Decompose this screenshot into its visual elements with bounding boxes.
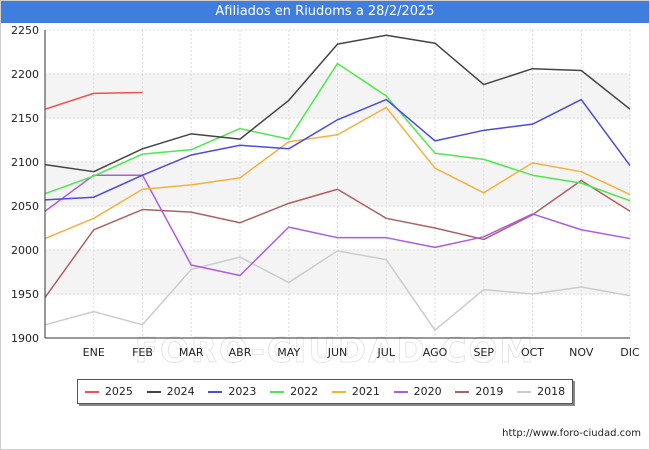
- y-tick-label: 1950: [11, 288, 39, 301]
- legend-item-2021: 2021: [331, 385, 380, 398]
- legend-label: 2018: [537, 385, 566, 398]
- x-tick-label: OCT: [521, 346, 544, 359]
- legend-swatch: [270, 390, 285, 393]
- x-tick-label: JUN: [327, 346, 348, 359]
- legend-item-2025: 2025: [84, 385, 133, 398]
- x-tick-label: SEP: [473, 346, 494, 359]
- x-tick-label: MAY: [277, 346, 300, 359]
- legend-label: 2021: [351, 385, 380, 398]
- axes: [44, 30, 630, 339]
- legend-item-2022: 2022: [270, 385, 318, 398]
- legend-label: 2024: [166, 385, 195, 398]
- y-axis-ticks: 1900 1950 2000 2050 2100 2150 2200 2250: [11, 24, 39, 345]
- legend-swatch: [208, 390, 223, 393]
- legend: 2025 2024 2023 2022 2021 2020 2019 2018: [77, 379, 573, 404]
- series-line-2025: [44, 91, 143, 110]
- x-tick-label: FEB: [132, 346, 153, 359]
- x-tick-label: ABR: [229, 346, 252, 359]
- grid-lines: [45, 29, 631, 339]
- series-line-2023: [44, 98, 631, 201]
- x-tick-label: DIC: [620, 346, 640, 359]
- legend-label: 2023: [228, 385, 257, 398]
- series-line-2024: [44, 34, 631, 173]
- legend-item-2024: 2024: [146, 385, 195, 398]
- y-tick-label: 2100: [11, 156, 39, 169]
- legend-swatch: [146, 390, 161, 393]
- series-lines: [44, 34, 631, 331]
- legend-swatch: [331, 390, 346, 393]
- legend-swatch: [393, 390, 408, 393]
- x-tick-label: JUL: [377, 346, 396, 359]
- legend-label: 2025: [104, 385, 133, 398]
- x-tick-label: MAR: [179, 346, 204, 359]
- legend-label: 2020: [413, 385, 442, 398]
- series-line-2022: [44, 62, 631, 202]
- legend-label: 2022: [290, 385, 319, 398]
- legend-item-2018: 2018: [517, 385, 565, 398]
- y-tick-label: 2050: [11, 200, 39, 213]
- source-url: http://www.foro-ciudad.com: [502, 428, 641, 439]
- y-tick-label: 1900: [11, 332, 39, 345]
- series-line-2021: [44, 106, 631, 240]
- y-tick-label: 2000: [11, 244, 39, 257]
- x-axis-ticks: ENE FEB MAR ABR MAY JUN JUL AGO SEP OCT NOV DIC: [83, 346, 640, 359]
- legend-item-2020: 2020: [393, 385, 442, 398]
- y-tick-label: 2250: [11, 24, 39, 37]
- x-tick-label: AGO: [423, 346, 448, 359]
- series-line-2019: [44, 179, 631, 298]
- x-tick-label: ENE: [83, 346, 105, 359]
- legend-item-2023: 2023: [208, 385, 256, 398]
- legend-swatch: [517, 390, 532, 393]
- legend-item-2019: 2019: [455, 385, 503, 398]
- series-line-2018: [44, 250, 631, 331]
- legend-swatch: [455, 390, 470, 393]
- y-tick-label: 2200: [11, 68, 39, 81]
- chart-title: Afiliados en Riudoms a 28/2/2025: [1, 1, 649, 23]
- y-tick-label: 2150: [11, 112, 39, 125]
- legend-swatch: [84, 390, 99, 393]
- x-tick-label: NOV: [569, 346, 594, 359]
- legend-label: 2019: [475, 385, 504, 398]
